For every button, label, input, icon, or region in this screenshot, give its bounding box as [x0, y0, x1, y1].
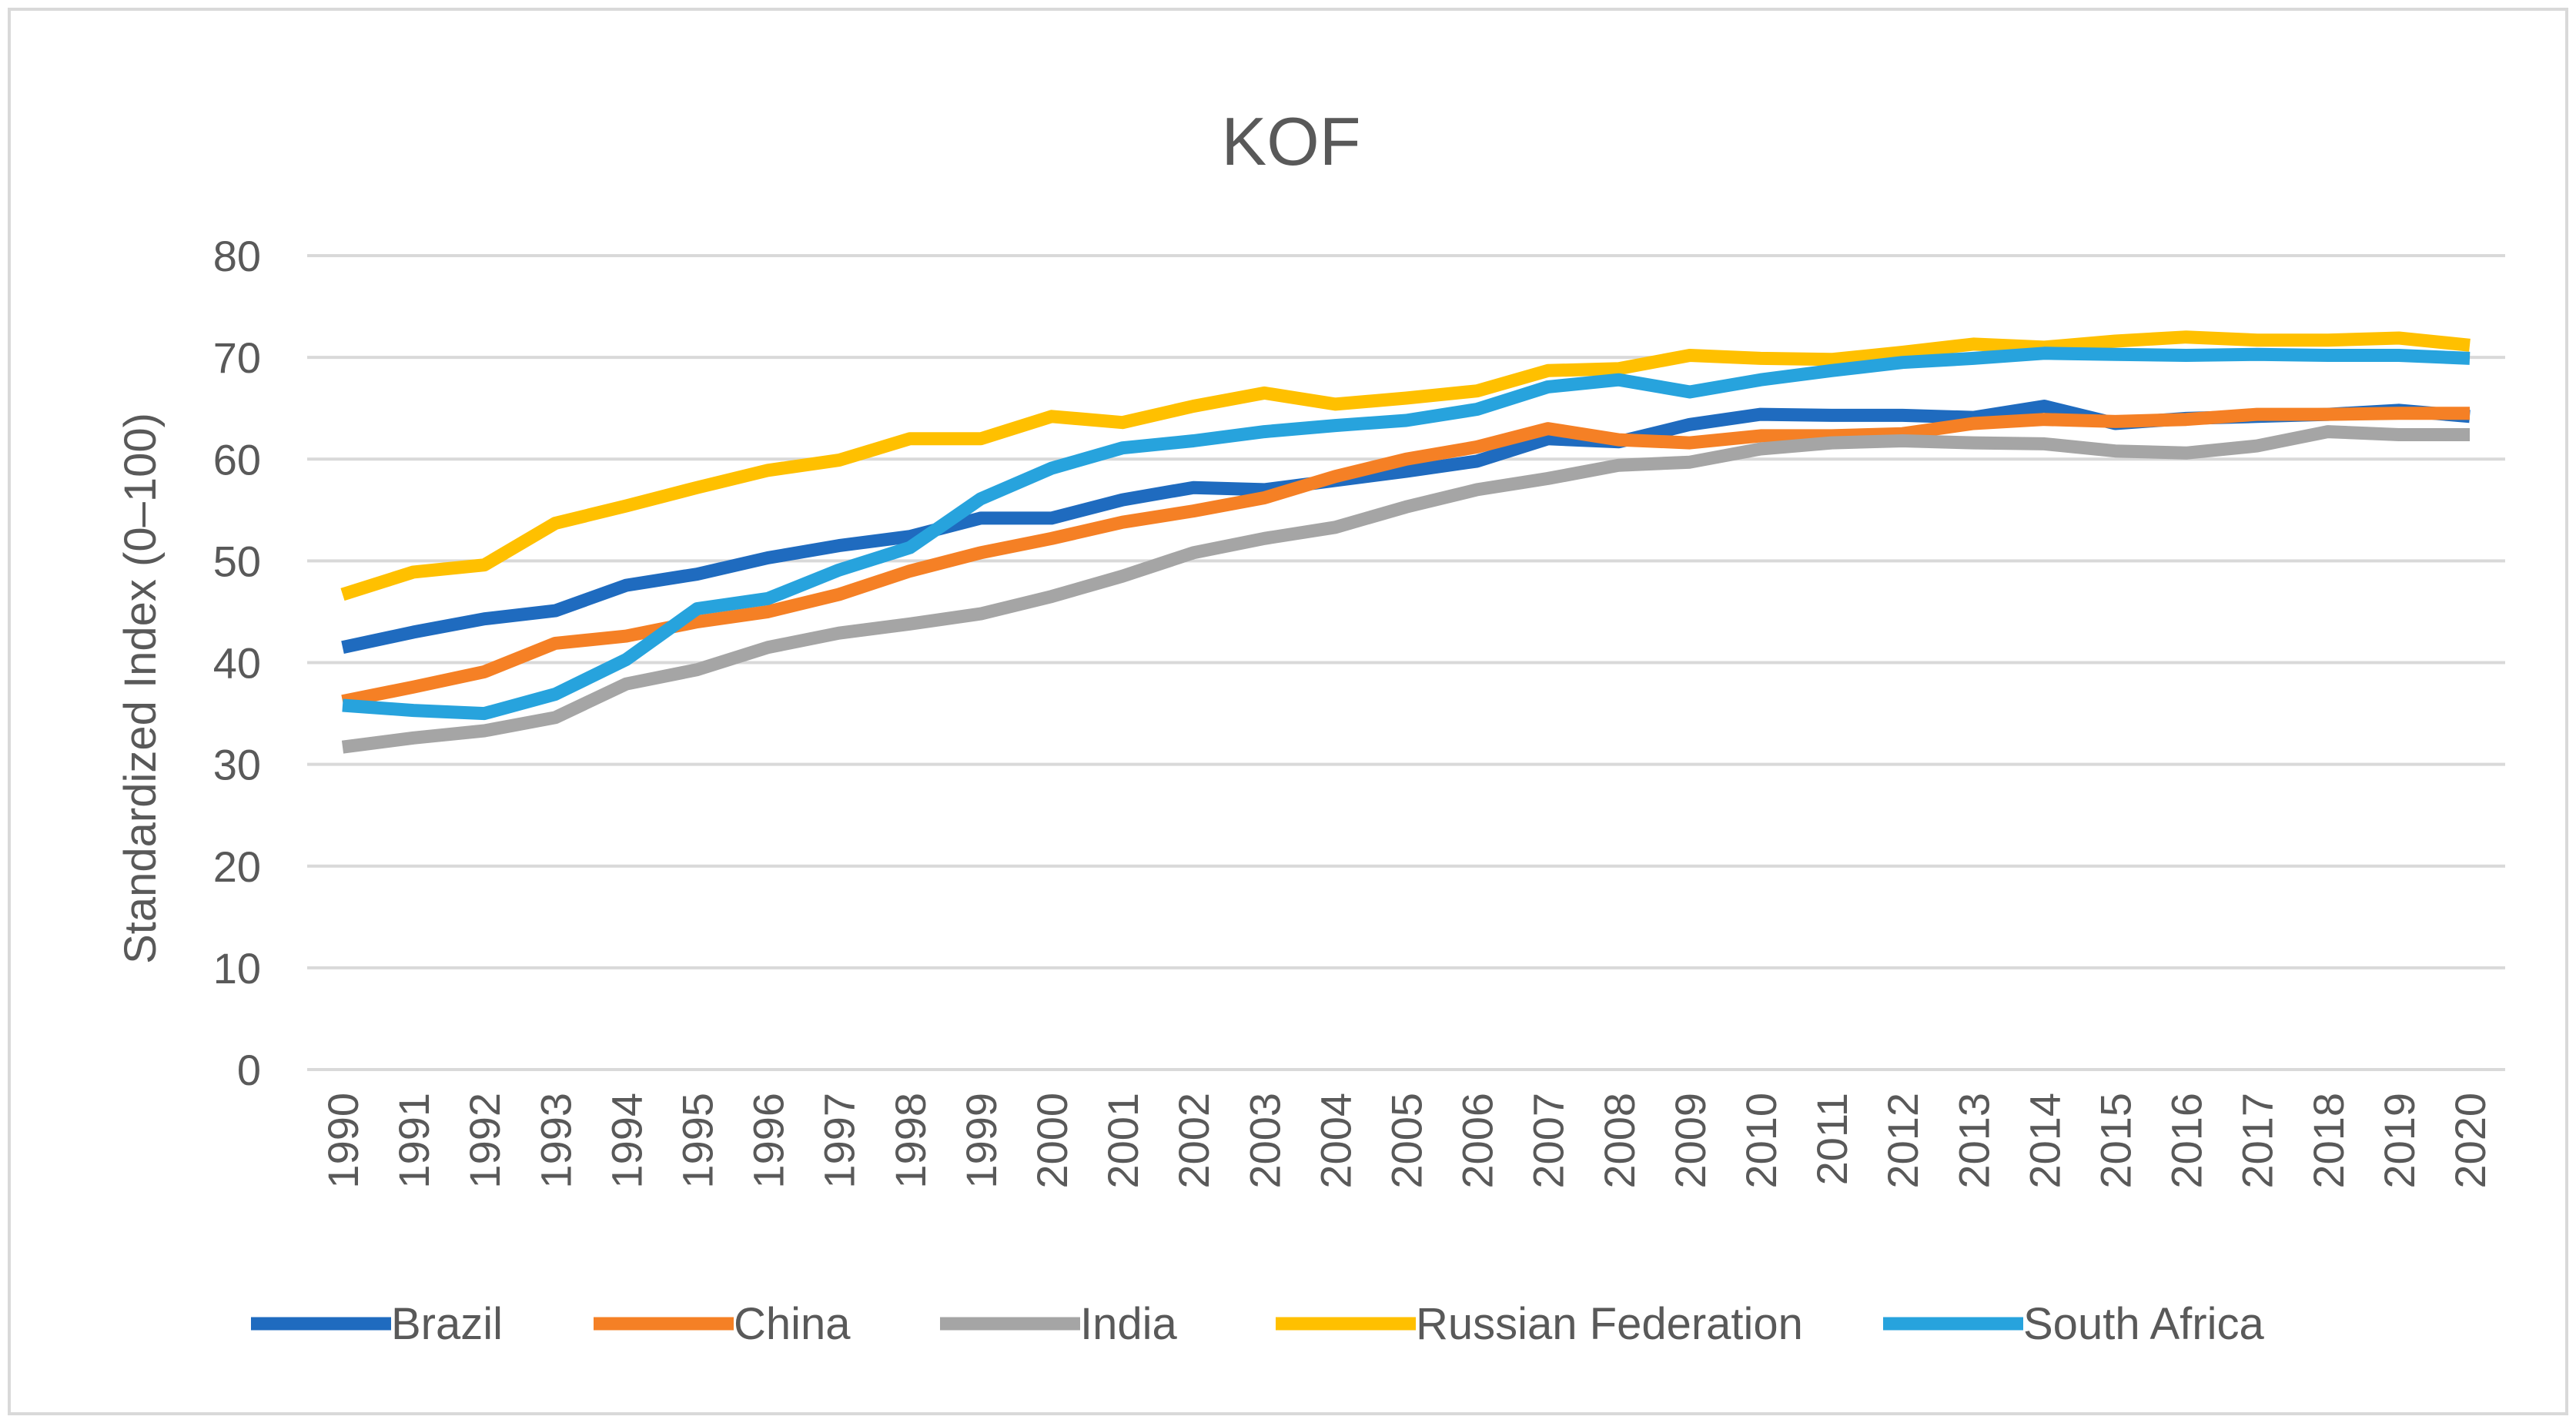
- y-axis-label: Standardized Index (0–100): [115, 413, 166, 964]
- x-tick-label: 2016: [2163, 1093, 2211, 1189]
- x-tick-label: 2019: [2375, 1093, 2424, 1189]
- y-tick-label: 30: [213, 741, 261, 789]
- legend-label: India: [1080, 1299, 1178, 1349]
- x-tick-label: 2010: [1737, 1093, 1785, 1189]
- legend-label: South Africa: [2023, 1299, 2264, 1349]
- x-tick-label: 1996: [744, 1093, 793, 1189]
- series-line-brazil: [341, 400, 2471, 655]
- chart-frame: KOF Standardized Index (0–100) 0 10 20 30 40…: [8, 8, 2568, 1415]
- series-line-russian-federation: [340, 330, 2471, 601]
- x-axis-ticks: 1990 1991 1992 1993 1994 1995 1996 1997 1998 1999…: [319, 1093, 2494, 1189]
- x-tick-label: 2017: [2233, 1093, 2282, 1189]
- x-tick-label: 2020: [2446, 1093, 2494, 1189]
- y-tick-label: 40: [213, 639, 261, 688]
- x-tick-label: 1990: [319, 1093, 367, 1189]
- legend-label: Russian Federation: [1416, 1299, 1803, 1349]
- series-line-india: [341, 425, 2470, 754]
- x-tick-label: 2002: [1169, 1093, 1218, 1189]
- x-tick-label: 2005: [1383, 1093, 1431, 1189]
- y-tick-label: 10: [213, 944, 261, 993]
- x-tick-label: 2004: [1311, 1093, 1360, 1189]
- y-tick-label: 20: [213, 842, 261, 891]
- x-tick-label: 1999: [957, 1093, 1005, 1189]
- x-tick-label: 1998: [886, 1093, 935, 1189]
- x-tick-label: 2000: [1028, 1093, 1076, 1189]
- x-tick-label: 2001: [1099, 1093, 1147, 1189]
- y-tick-label: 70: [213, 333, 261, 382]
- x-tick-label: 2009: [1666, 1093, 1715, 1189]
- legend-label: Brazil: [391, 1299, 503, 1349]
- x-tick-label: 2003: [1240, 1093, 1289, 1189]
- y-tick-label: 0: [237, 1046, 261, 1094]
- series-lines: [340, 330, 2471, 754]
- x-tick-label: 1991: [390, 1093, 438, 1189]
- chart-title: KOF: [1222, 103, 1361, 179]
- gridlines: [307, 254, 2505, 1071]
- series-line-china: [341, 407, 2470, 708]
- x-tick-label: 1997: [815, 1093, 864, 1189]
- x-tick-label: 2014: [2020, 1093, 2069, 1189]
- x-tick-label: 1995: [674, 1093, 722, 1189]
- x-tick-label: 2015: [2091, 1093, 2139, 1189]
- x-tick-label: 2006: [1454, 1093, 1502, 1189]
- x-tick-label: 1993: [531, 1093, 580, 1189]
- x-tick-label: 2007: [1524, 1093, 1573, 1189]
- x-tick-label: 2011: [1808, 1093, 1856, 1185]
- x-tick-label: 2018: [2304, 1093, 2353, 1189]
- legend-label: China: [734, 1299, 851, 1349]
- y-tick-label: 50: [213, 537, 261, 585]
- x-tick-label: 1994: [602, 1093, 651, 1189]
- y-axis-ticks: 0 10 20 30 40 50 60 70 80: [213, 232, 261, 1094]
- series-line-south-africa: [342, 347, 2471, 721]
- legend: Brazil China India Russian Federation South …: [251, 1299, 2264, 1349]
- y-tick-label: 60: [213, 435, 261, 484]
- x-tick-label: 2008: [1595, 1093, 1644, 1189]
- x-tick-label: 2012: [1878, 1093, 1927, 1189]
- x-tick-label: 1992: [460, 1093, 509, 1189]
- y-tick-label: 80: [213, 232, 261, 280]
- x-tick-label: 2013: [1949, 1093, 1998, 1189]
- kof-line-chart: KOF Standardized Index (0–100) 0 10 20 30 40…: [115, 103, 2505, 1349]
